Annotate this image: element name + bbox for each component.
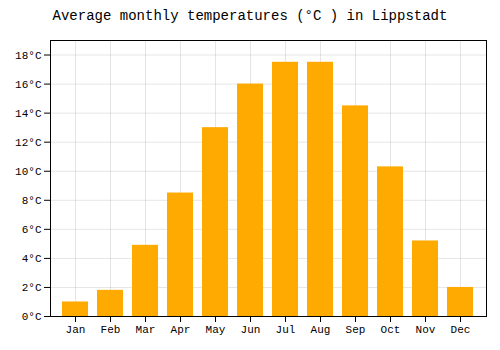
svg-text:2°C: 2°C [22,282,42,294]
svg-text:Aug: Aug [311,324,331,336]
svg-text:Apr: Apr [171,324,191,336]
svg-text:4°C: 4°C [22,253,42,265]
svg-text:6°C: 6°C [22,224,42,236]
html-text:Average monthly temperatures (: Average monthly temperatures (°C ) in Li… [52,8,448,24]
svg-text:16°C: 16°C [15,79,42,91]
svg-text:12°C: 12°C [15,137,42,149]
svg-text:Nov: Nov [416,324,436,336]
svg-text:Jan: Jan [66,324,86,336]
svg-text:Dec: Dec [451,324,471,336]
svg-text:Sep: Sep [346,324,366,336]
svg-text:10°C: 10°C [15,166,42,178]
svg-text:18°C: 18°C [15,50,42,62]
svg-text:Jun: Jun [241,324,261,336]
svg-text:May: May [206,324,226,336]
svg-text:Oct: Oct [381,324,401,336]
svg-text:14°C: 14°C [15,108,42,120]
svg-text:8°C: 8°C [22,195,42,207]
svg-text:Jul: Jul [276,324,296,336]
svg-text:Feb: Feb [101,324,121,336]
svg-text:0°C: 0°C [22,311,42,323]
svg-text:Mar: Mar [136,324,156,336]
